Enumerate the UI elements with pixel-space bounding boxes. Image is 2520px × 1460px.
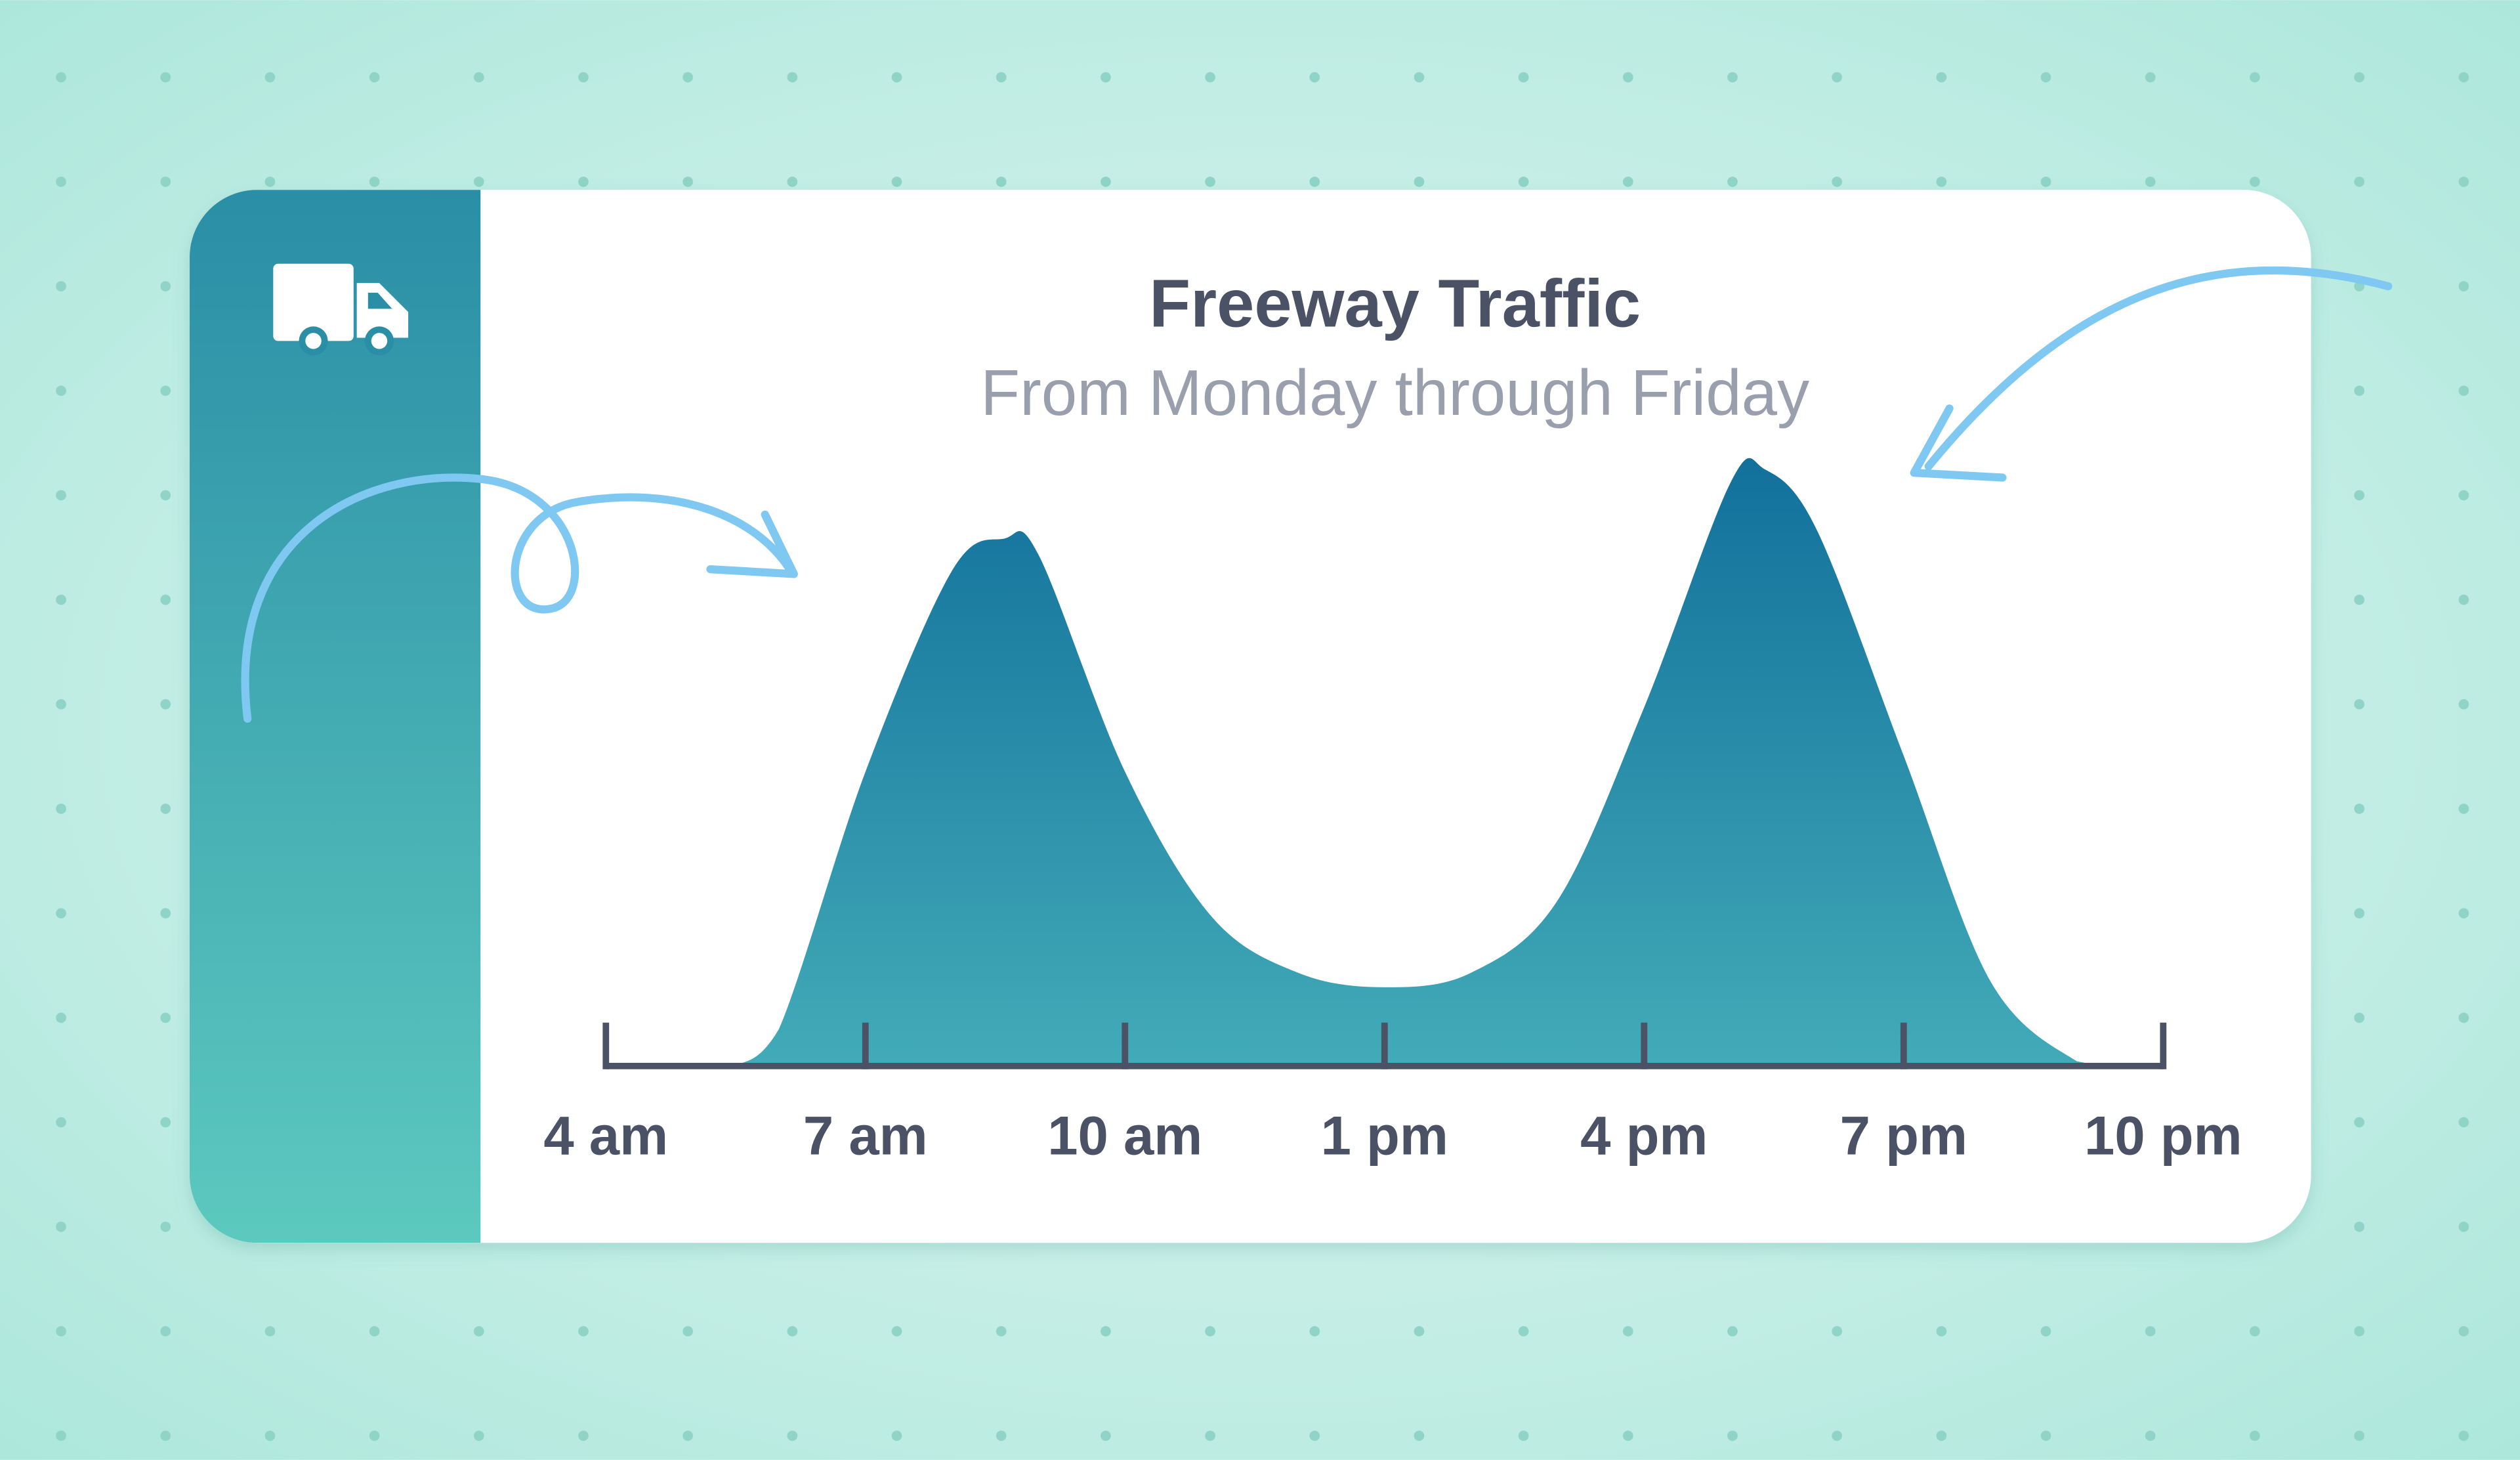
chart-subtitle: From Monday through Friday	[980, 356, 1809, 429]
truck-icon	[273, 263, 409, 356]
x-tick-label: 4 am	[543, 1106, 668, 1167]
plot: 4 am 7 am 10 am 1 pm 4 pm 7 pm 10 pm	[543, 458, 2242, 1167]
x-tick-label: 10 am	[1047, 1106, 1202, 1167]
x-tick-label: 1 pm	[1321, 1106, 1448, 1167]
x-tick-label: 10 pm	[2084, 1106, 2242, 1167]
decor-arrows	[241, 266, 2393, 723]
area	[736, 458, 2120, 1066]
side-strip	[189, 190, 481, 1243]
x-tick-label: 7 pm	[1840, 1106, 1967, 1167]
x-tick-label: 4 pm	[1580, 1106, 1708, 1167]
card	[189, 190, 2311, 1243]
x-tick-label: 7 am	[803, 1106, 928, 1167]
chart-title: Freeway Traffic	[1149, 265, 1641, 341]
